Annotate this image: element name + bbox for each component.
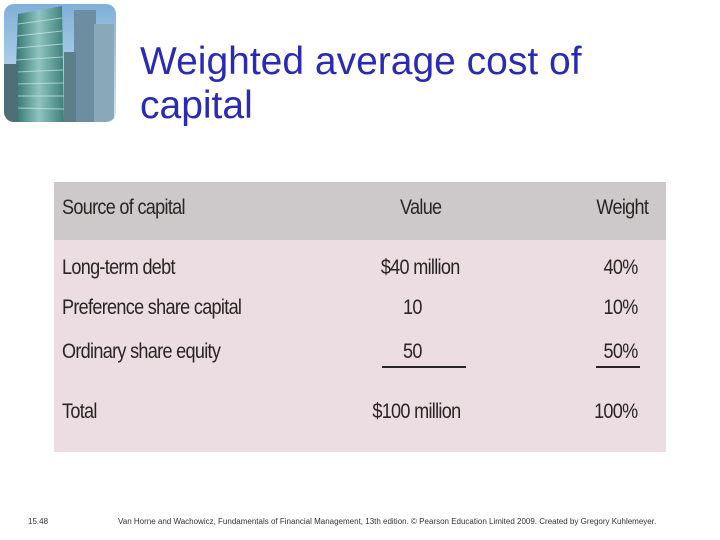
subtotal-underline-value bbox=[382, 366, 466, 368]
row-weight: 50% bbox=[603, 340, 639, 363]
row-value: 50 bbox=[403, 340, 422, 363]
row-source: Total bbox=[62, 400, 97, 423]
row-value: $40 million bbox=[381, 256, 460, 279]
row-source: Preference share capital bbox=[62, 296, 242, 319]
subtotal-underline-weight bbox=[596, 366, 640, 368]
table-row: Long-term debt $40 million 40% bbox=[54, 256, 666, 288]
title-line-1: Weighted average cost of bbox=[140, 40, 582, 83]
row-weight: 40% bbox=[603, 256, 639, 279]
header-source: Source of capital bbox=[62, 196, 186, 219]
table-row: Ordinary share equity 50 50% bbox=[54, 340, 666, 372]
row-weight: 100% bbox=[594, 400, 639, 423]
row-value: 10 bbox=[403, 296, 422, 319]
row-source: Ordinary share equity bbox=[62, 340, 221, 363]
footer-citation: Van Horne and Wachowicz, Fundamentals of… bbox=[118, 517, 657, 526]
header-value: Value bbox=[400, 196, 442, 219]
table-row: Preference share capital 10 10% bbox=[54, 296, 666, 328]
title-line-2: capital bbox=[140, 84, 253, 127]
slide-number: 15.48 bbox=[28, 517, 49, 526]
row-source: Long-term debt bbox=[62, 256, 176, 279]
capital-structure-table: Source of capital Value Weight Long-term… bbox=[54, 182, 666, 452]
row-value: $100 million bbox=[371, 400, 461, 423]
header-weight: Weight bbox=[596, 196, 648, 219]
row-weight: 10% bbox=[603, 296, 639, 319]
table-header: Source of capital Value Weight bbox=[54, 182, 666, 240]
table-row-total: Total $100 million 100% bbox=[54, 400, 666, 432]
skyscraper-photo-icon bbox=[4, 4, 116, 122]
slide-title: Weighted average cost of capital bbox=[140, 40, 700, 128]
